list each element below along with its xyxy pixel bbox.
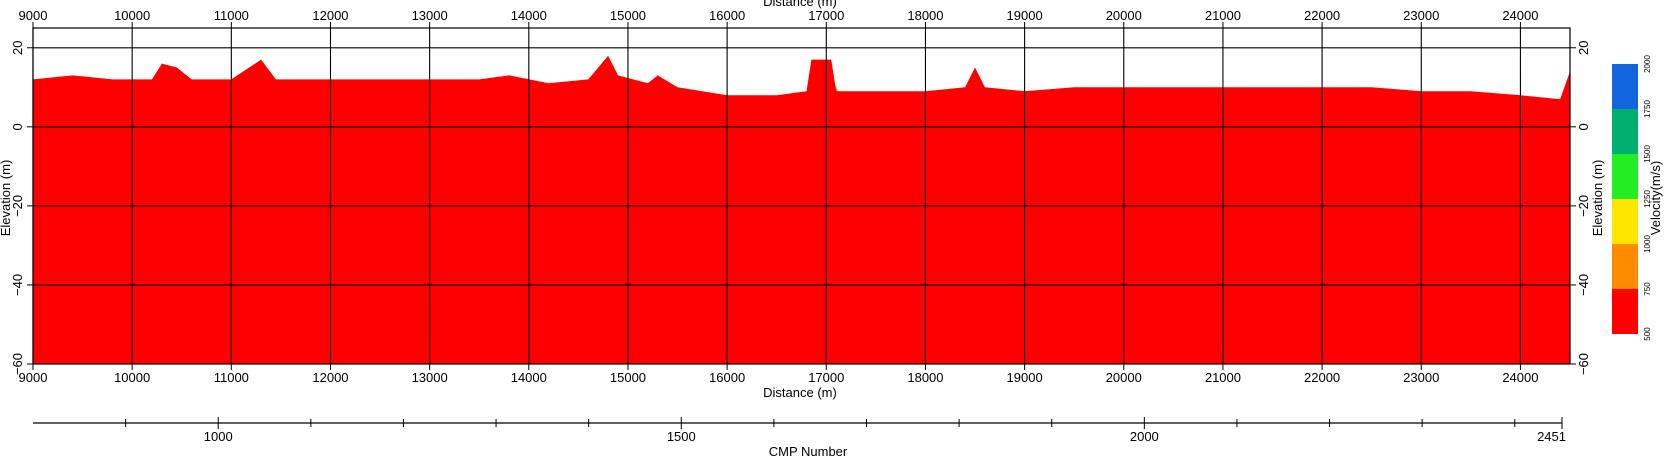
velocity-colorbar: 500 750 1000 1250 1500 1750 2000 [1612, 55, 1652, 341]
bottom-tick-label: 16000 [709, 370, 745, 385]
colorbar-tick-label: 500 [1643, 327, 1652, 341]
colorbar-tick-label: 1500 [1643, 145, 1652, 163]
top-tick-label: 21000 [1205, 8, 1241, 23]
bottom-tick-label: 24000 [1502, 370, 1538, 385]
velocity-layer-500-750 [33, 55, 1570, 364]
colorbar-band [1612, 154, 1638, 199]
top-tick-label: 16000 [709, 8, 745, 23]
cmp-tick-label: 1500 [667, 429, 696, 444]
bottom-tick-label: 20000 [1106, 370, 1142, 385]
colorbar-title: Velocity(m/s) [1648, 161, 1663, 235]
right-tick-label: −40 [1576, 274, 1591, 296]
bottom-tick-label: 11000 [214, 370, 249, 385]
top-tick-label: 20000 [1106, 8, 1142, 23]
cmp-tick-label: 1000 [204, 429, 233, 444]
left-tick-label: 0 [10, 123, 25, 130]
cmp-number-axis: 1000 1500 2000 2451 [33, 417, 1566, 444]
top-tick-label: 17000 [808, 8, 844, 23]
right-tick-label: −60 [1576, 353, 1591, 375]
right-axis-title: Elevation (m) [1590, 160, 1605, 237]
right-elevation-axis: 20 0 −20 −40 −60 [1570, 41, 1591, 375]
colorbar-tick-label: 1000 [1643, 235, 1652, 253]
bottom-tick-label: 17000 [808, 370, 844, 385]
right-tick-label: −20 [1576, 195, 1591, 217]
colorbar-tick-label: 1750 [1643, 100, 1652, 118]
bottom-axis-title: Distance (m) [763, 385, 837, 400]
left-tick-label: −40 [10, 274, 25, 296]
top-tick-label: 11000 [214, 8, 249, 23]
top-tick-label: 23000 [1403, 8, 1439, 23]
bottom-tick-label: 10000 [114, 370, 150, 385]
colorbar-band [1612, 199, 1638, 244]
bottom-tick-label: 19000 [1007, 370, 1043, 385]
bottom-tick-label: 18000 [907, 370, 943, 385]
bottom-tick-label: 15000 [610, 370, 646, 385]
top-tick-label: 24000 [1502, 8, 1538, 23]
plot-frame [32, 27, 1571, 365]
cmp-tick-label: 2451 [1537, 429, 1566, 444]
colorbar-tick-label: 1250 [1643, 190, 1652, 208]
top-tick-label: 18000 [907, 8, 943, 23]
top-tick-label: 10000 [114, 8, 150, 23]
left-axis-title: Elevation (m) [0, 160, 13, 237]
left-tick-label: 20 [10, 41, 25, 55]
bottom-tick-label: 21000 [1205, 370, 1241, 385]
bottom-tick-label: 14000 [511, 370, 547, 385]
colorbar-band [1612, 289, 1638, 334]
grid-lines [32, 28, 1570, 365]
colorbar-band [1612, 64, 1638, 109]
top-axis-title: Distance (m) [763, 0, 837, 9]
bottom-distance-axis: 9000 10000 11000 12000 13000 14000 15000 16000 1… [19, 364, 1538, 385]
velocity-layers [33, 55, 1570, 364]
top-tick-label: 12000 [312, 8, 348, 23]
colorbar-tick-label: 750 [1643, 282, 1652, 296]
right-tick-label: 20 [1576, 41, 1591, 55]
colorbar-band [1612, 244, 1638, 289]
top-tick-label: 19000 [1007, 8, 1043, 23]
bottom-tick-label: 9000 [19, 370, 48, 385]
colorbar-tick-label: 2000 [1643, 55, 1652, 73]
left-tick-label: −60 [10, 353, 25, 375]
cmp-axis-title: CMP Number [769, 444, 848, 458]
top-tick-label: 9000 [19, 8, 48, 23]
colorbar-band [1612, 109, 1638, 154]
cmp-tick-label: 2000 [1130, 429, 1159, 444]
bottom-tick-label: 22000 [1304, 370, 1340, 385]
top-tick-label: 15000 [610, 8, 646, 23]
top-tick-label: 13000 [412, 8, 448, 23]
top-distance-axis: 9000 10000 11000 12000 13000 14000 15000 16000 1… [19, 8, 1538, 28]
top-tick-label: 22000 [1304, 8, 1340, 23]
bottom-tick-label: 13000 [412, 370, 448, 385]
left-tick-label: −20 [10, 195, 25, 217]
top-tick-label: 14000 [511, 8, 547, 23]
left-elevation-axis: 20 0 −20 −40 −60 [10, 41, 33, 375]
bottom-tick-label: 12000 [312, 370, 348, 385]
right-tick-label: 0 [1576, 123, 1591, 130]
bottom-tick-label: 23000 [1403, 370, 1439, 385]
